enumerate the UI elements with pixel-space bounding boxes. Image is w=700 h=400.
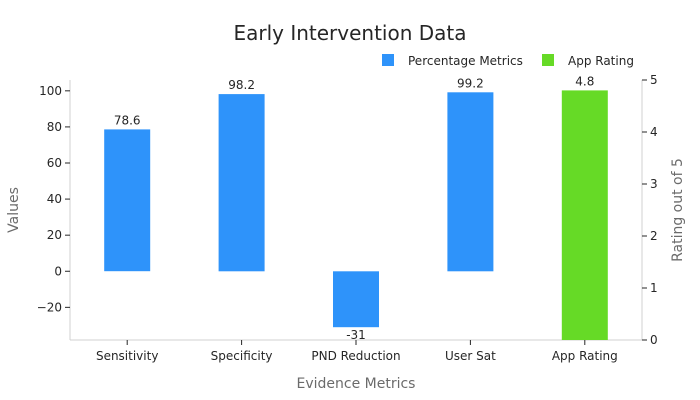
y2-tick-label: 2	[650, 229, 658, 243]
data-label: 4.8	[575, 74, 594, 88]
legend-swatch	[382, 54, 394, 66]
x-tick-label: Specificity	[211, 349, 273, 363]
y-tick-label: 80	[47, 120, 62, 134]
y-tick-label: 0	[54, 264, 62, 278]
data-label: 99.2	[457, 76, 484, 90]
bar-specificity	[218, 94, 265, 272]
x-tick-label: PND Reduction	[311, 349, 400, 363]
legend-label: Percentage Metrics	[408, 54, 523, 68]
x-tick-label: User Sat	[445, 349, 496, 363]
y2-tick-label: 1	[650, 281, 658, 295]
y-tick-label: 60	[47, 156, 62, 170]
data-label: -31	[346, 328, 366, 342]
y2-tick-label: 5	[650, 73, 658, 87]
bar-pnd-reduction	[333, 271, 379, 328]
legend: Percentage Metrics App Rating	[382, 54, 634, 68]
y-tick-label: 40	[47, 192, 62, 206]
y2-tick-label: 3	[650, 177, 658, 191]
bar-app-rating	[561, 90, 608, 341]
data-label: 78.6	[114, 113, 141, 127]
y-tick-label: 20	[47, 228, 62, 242]
y-axis-label: Values	[6, 187, 22, 233]
y2-tick-label: 0	[650, 333, 658, 347]
ticks: Sensitivity Specificity PND Reduction User …	[37, 73, 658, 363]
y-tick-label: 100	[39, 84, 62, 98]
x-tick-label: Sensitivity	[96, 349, 158, 363]
y2-tick-label: 4	[650, 125, 658, 139]
bar-user-sat	[447, 92, 494, 272]
legend-swatch	[542, 54, 554, 66]
legend-label: App Rating	[568, 54, 634, 68]
bar-sensitivity	[104, 129, 151, 272]
chart-title: Early Intervention Data	[233, 21, 466, 45]
x-axis-label: Evidence Metrics	[297, 376, 416, 392]
x-tick-label: App Rating	[552, 349, 618, 363]
y2-axis-label: Rating out of 5	[670, 158, 686, 262]
y-tick-label: −20	[37, 300, 62, 314]
data-label: 98.2	[228, 78, 255, 92]
bars: 78.6 98.2 -31 99.2 4.8	[104, 74, 608, 342]
